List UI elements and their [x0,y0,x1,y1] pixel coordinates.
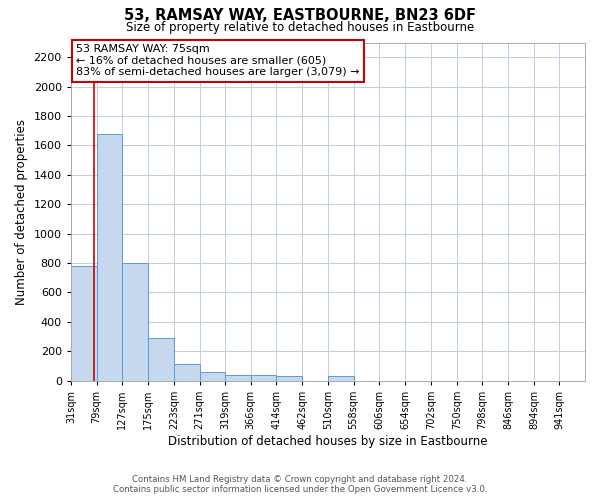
Bar [200,372,226,380]
Bar [226,374,251,380]
Bar [97,134,122,380]
Bar [328,376,353,380]
Bar [174,364,200,380]
Bar [122,263,148,380]
Text: 53 RAMSAY WAY: 75sqm
← 16% of detached houses are smaller (605)
83% of semi-deta: 53 RAMSAY WAY: 75sqm ← 16% of detached h… [76,44,359,78]
Bar [148,338,174,380]
Bar [277,376,302,380]
X-axis label: Distribution of detached houses by size in Eastbourne: Distribution of detached houses by size … [168,434,488,448]
Bar [251,376,277,380]
Y-axis label: Number of detached properties: Number of detached properties [15,118,28,304]
Text: Size of property relative to detached houses in Eastbourne: Size of property relative to detached ho… [126,21,474,34]
Bar [71,266,97,380]
Text: 53, RAMSAY WAY, EASTBOURNE, BN23 6DF: 53, RAMSAY WAY, EASTBOURNE, BN23 6DF [124,8,476,22]
Text: Contains HM Land Registry data © Crown copyright and database right 2024.
Contai: Contains HM Land Registry data © Crown c… [113,474,487,494]
